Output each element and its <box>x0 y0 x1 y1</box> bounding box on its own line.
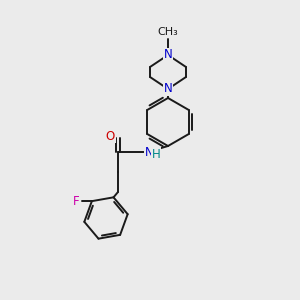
Text: F: F <box>73 195 79 208</box>
Text: N: N <box>164 82 172 95</box>
Text: H: H <box>152 148 160 160</box>
Text: N: N <box>145 146 153 158</box>
Text: CH₃: CH₃ <box>158 27 178 37</box>
Text: O: O <box>105 130 115 142</box>
Text: N: N <box>164 49 172 62</box>
